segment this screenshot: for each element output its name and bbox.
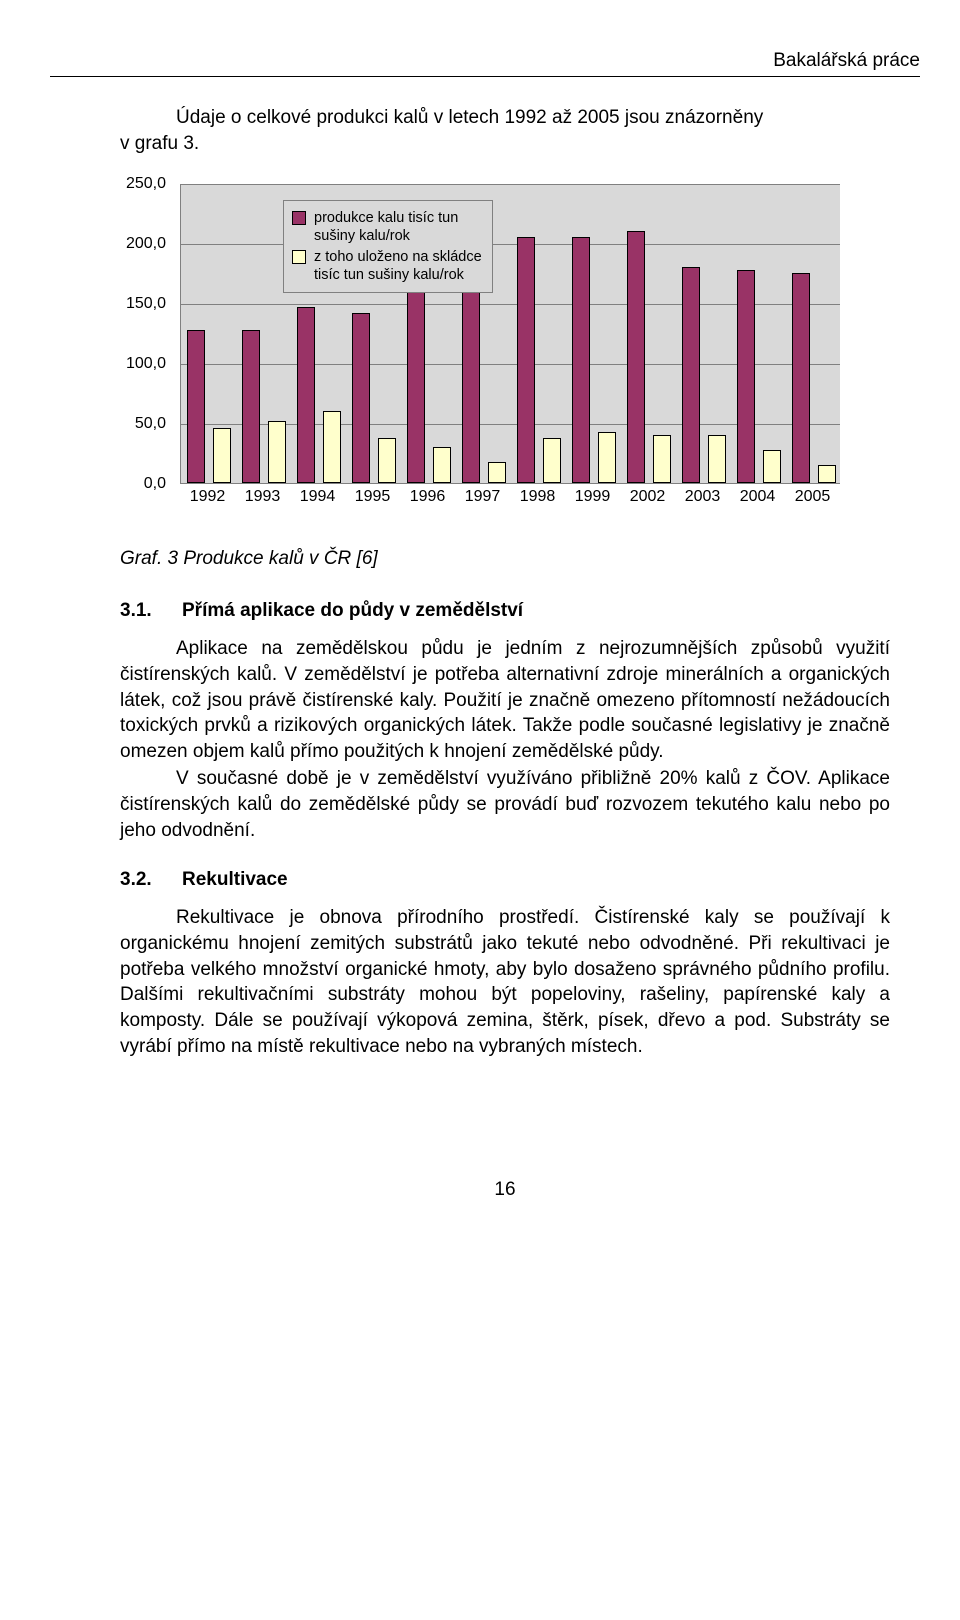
- bar: [488, 462, 506, 484]
- y-tick-label: 150,0: [126, 295, 166, 313]
- page: Bakalářská práce Údaje o celkové produkc…: [0, 0, 960, 1241]
- section-heading-3-2: 3.2. Rekultivace: [120, 869, 890, 891]
- section-number: 3.2.: [120, 869, 160, 891]
- bar: [572, 237, 590, 483]
- bar: [407, 260, 425, 483]
- bar: [378, 438, 396, 484]
- x-tick-label: 2005: [795, 488, 831, 506]
- section-body-3-2: Rekultivace je obnova přírodního prostře…: [120, 905, 890, 1059]
- legend-swatch: [292, 250, 306, 264]
- intro-paragraph: Údaje o celkové produkci kalů v letech 1…: [120, 105, 890, 156]
- header-right: Bakalářská práce: [120, 50, 920, 72]
- legend-item: z toho uloženo na skládce tisíc tun suši…: [292, 248, 484, 284]
- x-tick-label: 1997: [465, 488, 501, 506]
- bar: [543, 438, 561, 484]
- bar: [352, 313, 370, 483]
- x-tick-label: 1993: [245, 488, 281, 506]
- bar: [242, 330, 260, 484]
- chart-x-axis-labels: 1992 1993 1994 1995 1996 1997 1998 1999 2002 2003…: [180, 488, 840, 512]
- section-number: 3.1.: [120, 600, 160, 622]
- y-tick-label: 0,0: [144, 475, 166, 493]
- x-tick-label: 1996: [410, 488, 446, 506]
- x-tick-label: 1995: [355, 488, 391, 506]
- bar: [213, 428, 231, 483]
- chart-y-axis-labels: 0,050,0100,0150,0200,0250,0: [110, 184, 174, 484]
- bar: [737, 270, 755, 484]
- bar: [792, 273, 810, 483]
- bar: [818, 465, 836, 483]
- bar: [323, 411, 341, 483]
- section-heading-3-1: 3.1. Přímá aplikace do půdy v zemědělstv…: [120, 600, 890, 622]
- y-tick-label: 200,0: [126, 235, 166, 253]
- bar: [598, 432, 616, 484]
- chart-plot-area: produkce kalu tisíc tun sušiny kalu/rok …: [180, 184, 840, 484]
- bar: [763, 450, 781, 484]
- chart-caption: Graf. 3 Produkce kalů v ČR [6]: [120, 548, 890, 570]
- legend-swatch: [292, 211, 306, 225]
- bar: [708, 435, 726, 483]
- x-tick-label: 1998: [520, 488, 556, 506]
- bar: [627, 231, 645, 483]
- chart-bars: [181, 184, 840, 483]
- x-tick-label: 1992: [190, 488, 226, 506]
- x-tick-label: 2003: [685, 488, 721, 506]
- x-tick-label: 2004: [740, 488, 776, 506]
- y-tick-label: 250,0: [126, 175, 166, 193]
- header-rule: [50, 76, 920, 77]
- x-tick-label: 1999: [575, 488, 611, 506]
- paragraph: V současné době je v zemědělství využívá…: [120, 766, 890, 843]
- section-body-3-1: Aplikace na zemědělskou půdu je jedním z…: [120, 636, 890, 843]
- bar: [653, 435, 671, 483]
- page-number: 16: [120, 1179, 890, 1201]
- intro-line1: Údaje o celkové produkci kalů v letech 1…: [120, 105, 890, 131]
- y-tick-label: 50,0: [135, 415, 166, 433]
- intro-line2: v grafu 3.: [120, 131, 890, 157]
- paragraph: Aplikace na zemědělskou půdu je jedním z…: [120, 636, 890, 764]
- bar: [517, 237, 535, 483]
- bar: [187, 330, 205, 484]
- y-tick-label: 100,0: [126, 355, 166, 373]
- section-title: Přímá aplikace do půdy v zemědělství: [182, 600, 523, 622]
- legend-item: produkce kalu tisíc tun sušiny kalu/rok: [292, 209, 484, 245]
- bar: [433, 447, 451, 483]
- bar: [297, 307, 315, 483]
- paragraph: Rekultivace je obnova přírodního prostře…: [120, 905, 890, 1059]
- x-tick-label: 1994: [300, 488, 336, 506]
- bar: [268, 421, 286, 483]
- x-tick-label: 2002: [630, 488, 666, 506]
- chart: 0,0 50,0 100,0 150,0 200,0 250,0 produkce kal…: [110, 174, 870, 534]
- legend-label: produkce kalu tisíc tun sušiny kalu/rok: [314, 209, 484, 245]
- bar: [682, 267, 700, 483]
- section-title: Rekultivace: [182, 869, 288, 891]
- legend-label: z toho uloženo na skládce tisíc tun suši…: [314, 248, 484, 284]
- chart-legend: produkce kalu tisíc tun sušiny kalu/rok …: [283, 200, 493, 293]
